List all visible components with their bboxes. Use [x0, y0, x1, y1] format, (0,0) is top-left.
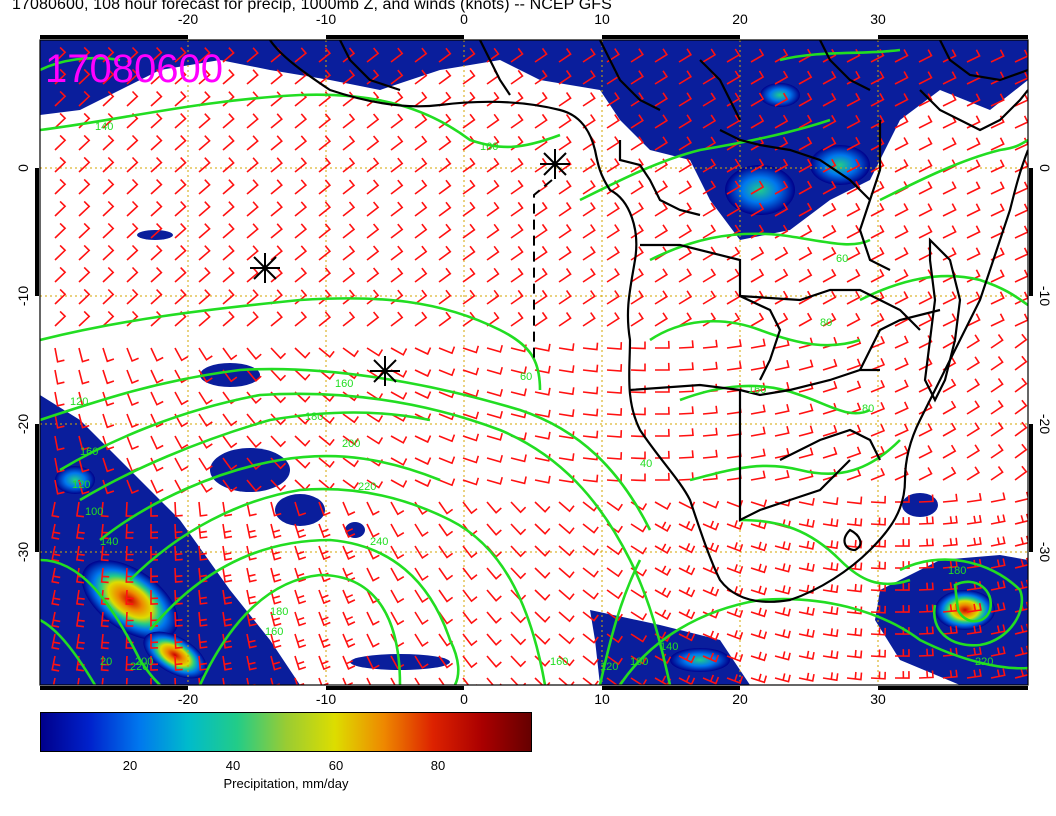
contour-label: 60	[520, 371, 532, 383]
lon-tick-label: 30	[870, 691, 886, 707]
lat-tick-label: -20	[1037, 414, 1053, 434]
asterisk-marker	[250, 253, 280, 283]
lat-tick-label: -30	[1037, 542, 1053, 562]
contour-label: 160	[480, 141, 498, 153]
contour-label: 100	[630, 656, 648, 668]
lon-tick-label: 10	[594, 691, 610, 707]
colorbar-tick: 40	[225, 758, 241, 773]
lat-tick-label: -10	[15, 286, 31, 306]
contour-label: 160	[550, 656, 568, 668]
contour-label: 20	[100, 656, 112, 668]
contour-labels: 160 140 120 160 160 180 200 220 240 100 …	[70, 121, 993, 673]
axis-tick-bars	[35, 35, 1033, 690]
contour-label: 60	[836, 253, 848, 265]
colorbar-tick: 80	[430, 758, 446, 773]
precip-colorbar	[40, 712, 532, 752]
contour-label: 160	[265, 626, 283, 638]
contour-label: 180	[305, 411, 323, 423]
contour-label: 140	[660, 641, 678, 653]
contour-label: 160	[80, 446, 98, 458]
lon-tick-label: 0	[460, 691, 468, 707]
contour-label: 160	[748, 384, 766, 396]
lat-labels-left: 0 -10 -20 -30	[15, 164, 31, 562]
lon-labels-bottom: -20 -10 0 10 20 30	[178, 691, 886, 707]
lat-labels-right: 0 -10 -20 -30	[1037, 164, 1053, 562]
contour-label: 120	[600, 661, 618, 673]
contour-label: 220	[975, 656, 993, 668]
contour-label: 40	[640, 458, 652, 470]
lon-tick-label: 30	[870, 11, 886, 27]
figure-title: 17080600, 108 hour forecast for precip, …	[12, 0, 612, 13]
contour-label: 200	[342, 438, 360, 450]
contour-label: 220	[358, 481, 376, 493]
lon-tick-label: -20	[178, 691, 198, 707]
lon-tick-label: 10	[594, 11, 610, 27]
contour-label: 220	[130, 661, 148, 673]
contour-label: 200	[135, 656, 153, 668]
lon-labels-top: -20 -10 0 10 20 30	[178, 11, 886, 27]
lat-tick-label: -20	[15, 414, 31, 434]
lon-tick-label: 0	[460, 11, 468, 27]
map-frame	[39, 39, 1029, 686]
contour-label: 80	[862, 403, 874, 415]
contour-label: 120	[72, 479, 90, 491]
colorbar-tick: 60	[328, 758, 344, 773]
contour-label: 180	[270, 606, 288, 618]
contour-label: 100	[85, 506, 103, 518]
low-high-markers	[250, 149, 570, 386]
lon-tick-label: -10	[316, 691, 336, 707]
height-contours	[40, 48, 1028, 685]
contour-label: 120	[70, 396, 88, 408]
contour-label: 140	[95, 121, 113, 133]
lon-tick-label: 20	[732, 11, 748, 27]
lat-tick-label: -30	[15, 542, 31, 562]
contour-label: 240	[370, 536, 388, 548]
lat-tick-label: 0	[1037, 164, 1053, 172]
lat-tick-label: -10	[1037, 286, 1053, 306]
contour-label: 180	[948, 565, 966, 577]
coastlines	[269, 40, 1028, 603]
contour-label: 160	[335, 378, 353, 390]
lon-tick-label: -20	[178, 11, 198, 27]
colorbar-tick: 20	[122, 758, 138, 773]
contour-label: 80	[820, 317, 832, 329]
lon-tick-label: -10	[316, 11, 336, 27]
lat-tick-label: 0	[15, 164, 31, 172]
contour-label: 140	[100, 536, 118, 548]
lon-tick-label: 20	[732, 691, 748, 707]
asterisk-marker	[370, 356, 400, 386]
date-stamp: 17080600	[45, 47, 223, 91]
colorbar-title: Precipitation, mm/day	[223, 776, 349, 791]
asterisk-marker	[540, 149, 570, 179]
